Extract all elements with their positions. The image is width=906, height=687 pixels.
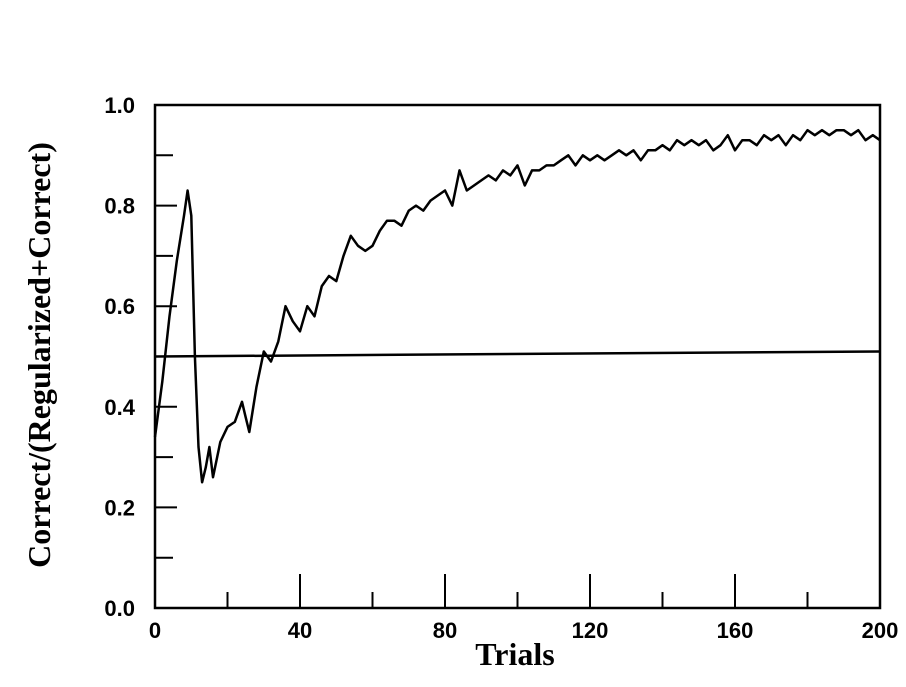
y-tick-label: 1.0 xyxy=(104,93,135,118)
x-tick-label: 0 xyxy=(149,618,161,643)
y-tick-label: 0.0 xyxy=(104,596,135,621)
y-axis-title: Correct/(Regularized+Correct) xyxy=(21,142,57,568)
data-line xyxy=(153,128,881,484)
reference-line xyxy=(154,350,881,358)
x-tick-label: 200 xyxy=(862,618,899,643)
x-tick-label: 80 xyxy=(433,618,457,643)
x-tick-label: 40 xyxy=(288,618,312,643)
y-tick-label: 0.4 xyxy=(104,395,135,420)
x-axis-title: Trials xyxy=(475,636,554,672)
y-tick-label: 0.6 xyxy=(104,294,135,319)
x-tick-label: 160 xyxy=(717,618,754,643)
x-tick-label: 120 xyxy=(572,618,609,643)
y-tick-label: 0.8 xyxy=(104,194,135,219)
y-tick-label: 0.2 xyxy=(104,495,135,520)
